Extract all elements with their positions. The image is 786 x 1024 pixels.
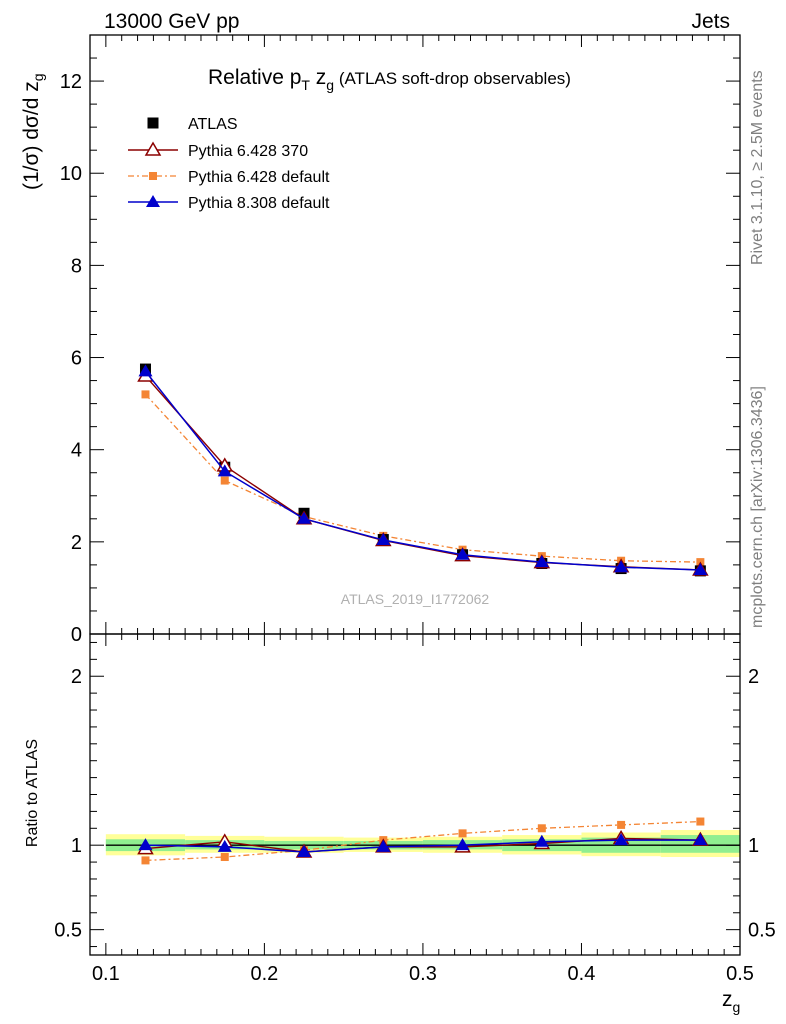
main-series-pythia-8-308-default <box>138 364 708 575</box>
svg-text:(1/σ) dσ/d zg: (1/σ) dσ/d zg <box>20 73 46 190</box>
y-tick-label: 0.5 <box>54 920 82 942</box>
y-tick-label: 2 <box>71 666 82 688</box>
rivet-version-label: Rivet 3.1.10, ≥ 2.5M events <box>749 70 766 265</box>
y-tick-label: 2 <box>71 532 82 554</box>
legend-label: Pythia 6.428 370 <box>188 143 308 160</box>
data-point <box>297 844 312 857</box>
y-tick-label: 12 <box>60 71 82 93</box>
x-tick-label: 0.4 <box>568 963 596 985</box>
ratio-panel: 0.5 0.5 1 1 2 2 0.1 0.2 0.3 0.4 0.5 <box>54 633 776 985</box>
x-tick-label: 0.1 <box>92 963 120 985</box>
y-tick-label: 8 <box>71 255 82 277</box>
legend-marker <box>149 172 157 180</box>
analysis-watermark: ATLAS_2019_I1772062 <box>341 591 490 607</box>
ratio-y-axis-label: Ratio to ATLAS <box>24 739 41 847</box>
y-tick-label: 1 <box>71 835 82 857</box>
series-line <box>145 820 701 862</box>
y-tick-label: 4 <box>71 440 82 462</box>
legend: ATLAS Pythia 6.428 370 Pythia 6.428 defaul… <box>128 116 330 212</box>
data-point <box>693 562 708 575</box>
y-tick-label: 0.5 <box>748 920 776 942</box>
data-point <box>141 856 150 865</box>
data-point <box>138 364 153 377</box>
y-tick-label: 6 <box>71 348 82 370</box>
main-panel: 0 2 4 6 8 10 12 <box>60 34 741 646</box>
data-point <box>693 833 708 846</box>
data-point <box>297 511 312 524</box>
series-line <box>145 393 701 563</box>
legend-marker <box>147 117 159 129</box>
data-point <box>138 838 153 851</box>
legend-marker <box>144 141 162 156</box>
data-point <box>220 476 229 485</box>
data-point <box>376 839 391 852</box>
x-tick-label: 0.3 <box>409 963 437 985</box>
data-point <box>455 838 470 851</box>
data-point <box>696 817 705 826</box>
data-point <box>217 464 232 477</box>
data-point <box>458 829 467 838</box>
series-line <box>145 839 701 853</box>
y-tick-label: 2 <box>748 666 759 688</box>
legend-entry: Pythia 6.428 default <box>128 169 330 186</box>
data-point <box>617 820 626 829</box>
main-y-axis-label: (1/σ) dσ/d zg <box>20 73 46 190</box>
legend-label: ATLAS <box>188 116 238 133</box>
main-series-pythia-6-428-default <box>141 390 705 567</box>
main-y-label-subscript: g <box>30 73 46 81</box>
legend-label: Pythia 8.308 default <box>188 195 330 212</box>
legend-entry: Pythia 8.308 default <box>128 195 330 212</box>
x-tick-label: 0.2 <box>250 963 278 985</box>
data-point <box>217 839 232 852</box>
x-axis-label: zg <box>722 988 740 1015</box>
y-tick-label: 0 <box>71 624 82 646</box>
series-line <box>144 370 701 571</box>
data-point <box>614 560 629 573</box>
legend-entry: ATLAS <box>147 116 238 133</box>
y-tick-label: 1 <box>748 835 759 857</box>
data-point <box>537 824 546 833</box>
header-energy-label: 13000 GeV pp <box>104 10 239 33</box>
data-point <box>220 853 229 862</box>
y-tick-label: 10 <box>60 163 82 185</box>
series-line <box>145 837 701 853</box>
data-point <box>534 555 549 568</box>
data-point <box>141 390 150 399</box>
data-point <box>614 833 629 846</box>
data-point <box>376 533 391 546</box>
data-point <box>455 547 470 560</box>
panel-frame <box>89 633 741 956</box>
header-jets-label: Jets <box>691 10 730 33</box>
mcplots-reference-label: mcplots.cern.ch [arXiv:1306.3436] <box>749 386 766 628</box>
x-tick-label: 0.5 <box>726 963 754 985</box>
legend-entry: Pythia 6.428 370 <box>128 141 308 160</box>
data-point <box>534 834 549 847</box>
chart-title: Relative pT zg (ATLAS soft-drop observab… <box>208 66 571 93</box>
main-y-label-text: (1/σ) dσ/d z <box>20 81 43 190</box>
ratio-series-pythia-8-308-default <box>138 833 708 857</box>
legend-label: Pythia 6.428 default <box>188 169 330 186</box>
legend-marker <box>146 195 160 207</box>
